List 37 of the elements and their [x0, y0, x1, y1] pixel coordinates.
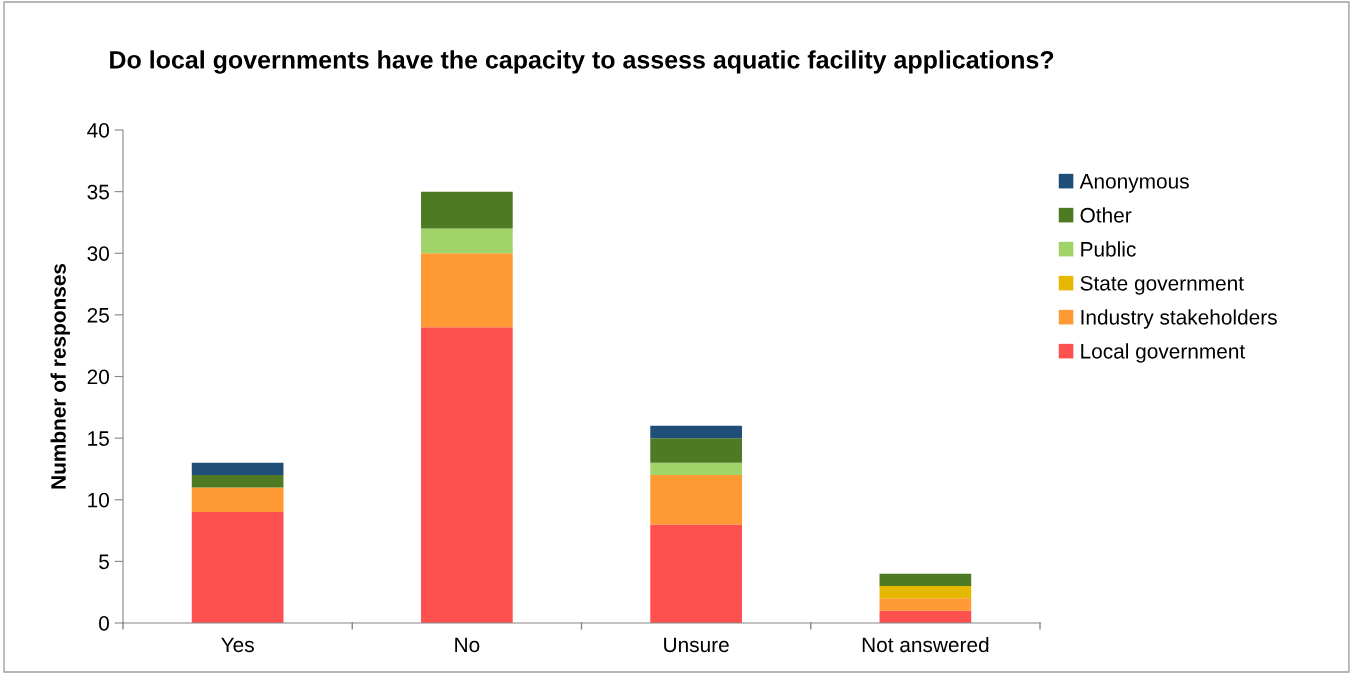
bar: [650, 425, 742, 439]
bar: [421, 327, 513, 623]
y-tick-label: 15: [88, 431, 109, 446]
bar: [879, 598, 972, 611]
bar: [421, 253, 513, 328]
bar: [650, 475, 742, 525]
bar: [191, 487, 284, 513]
legend-label: Public: [1081, 241, 1136, 257]
y-tick-label: 25: [87, 307, 109, 323]
legend-label: Industry stakeholders: [1081, 309, 1277, 329]
y-tick-label: 30: [87, 246, 109, 261]
y-tick-label: 5: [99, 554, 109, 570]
legend-label: State government: [1080, 275, 1244, 295]
bar: [191, 475, 284, 488]
legend-label: Local government: [1081, 343, 1246, 363]
x-tick-label: No: [455, 637, 480, 653]
chart-title: Do local governments have the capacity to assess aquatic facility applications?: [110, 50, 1054, 74]
y-tick-label: 35: [87, 184, 109, 200]
bar: [650, 524, 742, 623]
bar: [191, 512, 284, 623]
legend-label: Other: [1080, 207, 1132, 223]
bar: [879, 586, 972, 599]
x-tick-label: Not answered: [862, 636, 989, 653]
bar: [650, 462, 742, 476]
bar: [421, 228, 513, 254]
bar: [650, 438, 742, 463]
bar: [421, 191, 513, 229]
y-tick-label: 10: [88, 492, 109, 508]
x-tick-label: Unsure: [664, 637, 729, 653]
y-axis-title: Numbner of responses: [50, 263, 70, 489]
legend-label: Anonymous: [1079, 174, 1189, 193]
y-tick-label: 20: [87, 369, 109, 385]
y-tick-label: 40: [87, 123, 109, 138]
bar: [191, 462, 284, 476]
bar: [879, 573, 972, 587]
x-tick-label: Yes: [221, 637, 254, 653]
y-tick-label: 0: [99, 616, 109, 631]
